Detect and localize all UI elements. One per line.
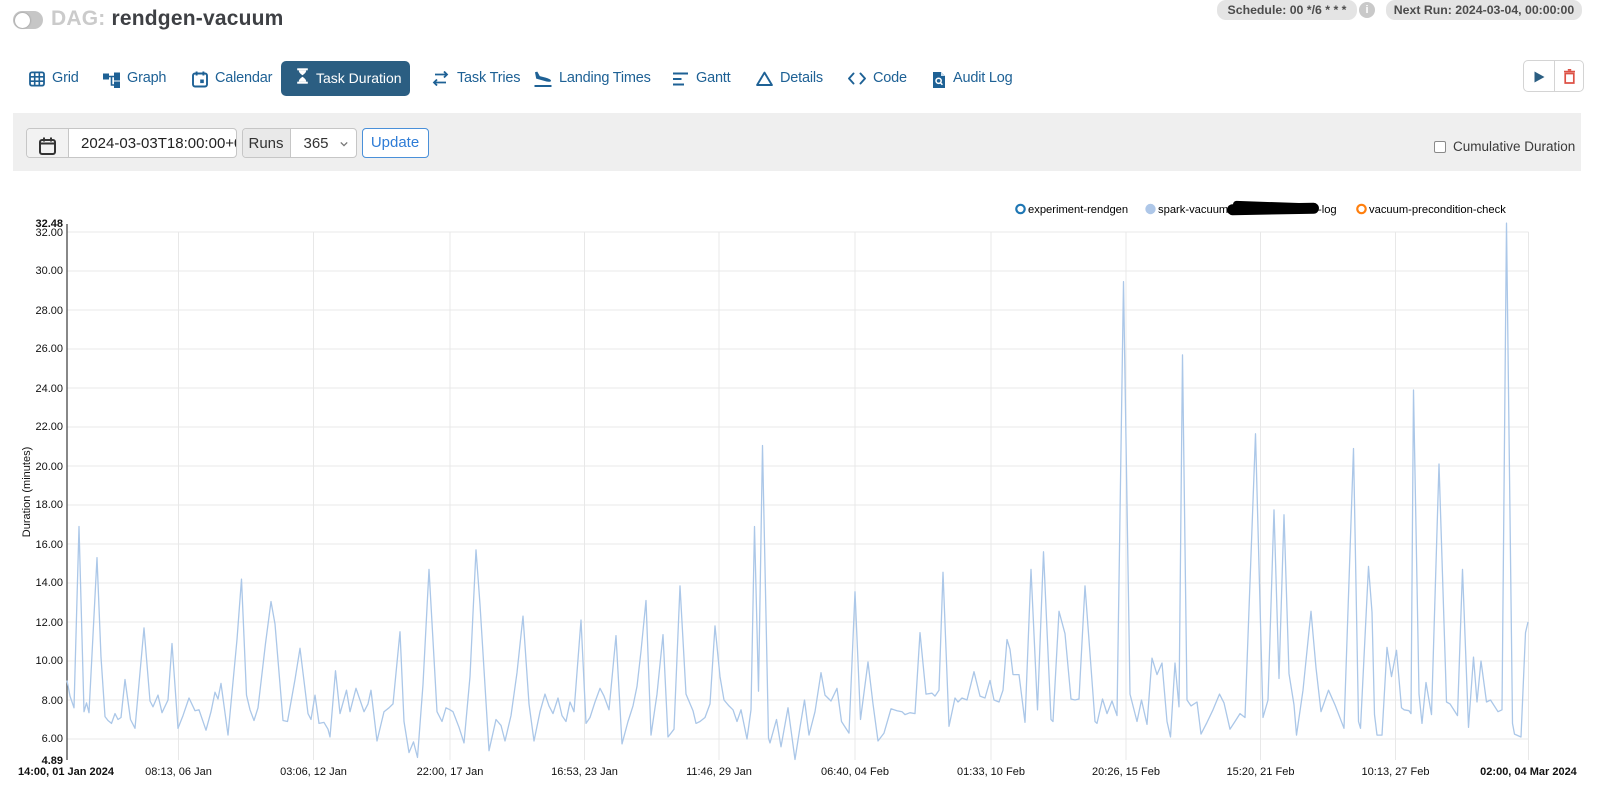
svg-text:20.00: 20.00 (35, 461, 63, 473)
svg-text:12.00: 12.00 (35, 617, 63, 629)
svg-text:20:26, 15 Feb: 20:26, 15 Feb (1092, 766, 1160, 778)
svg-text:03:06, 12 Jan: 03:06, 12 Jan (280, 766, 347, 778)
svg-text:10:13, 27 Feb: 10:13, 27 Feb (1362, 766, 1430, 778)
svg-text:22:00, 17 Jan: 22:00, 17 Jan (417, 766, 484, 778)
svg-text:14.00: 14.00 (35, 577, 63, 589)
svg-text:30.00: 30.00 (35, 265, 63, 277)
svg-text:26.00: 26.00 (35, 343, 63, 355)
svg-text:22.00: 22.00 (35, 421, 63, 433)
svg-text:vacuum-precondition-check: vacuum-precondition-check (1369, 204, 1506, 216)
svg-text:18.00: 18.00 (35, 499, 63, 511)
svg-text:experiment-rendgen: experiment-rendgen (1028, 204, 1128, 216)
svg-text:8.00: 8.00 (42, 695, 63, 707)
svg-text:08:13, 06 Jan: 08:13, 06 Jan (145, 766, 212, 778)
svg-text:14:00, 01 Jan 2024: 14:00, 01 Jan 2024 (18, 766, 115, 778)
svg-text:28.00: 28.00 (35, 305, 63, 317)
svg-text:Duration (minutes): Duration (minutes) (21, 447, 33, 537)
svg-text:02:00, 04 Mar 2024: 02:00, 04 Mar 2024 (1480, 766, 1578, 778)
svg-text:01:33, 10 Feb: 01:33, 10 Feb (957, 766, 1025, 778)
svg-text:10.00: 10.00 (35, 655, 63, 667)
svg-text:32.48: 32.48 (35, 218, 63, 230)
svg-text:06:40, 04 Feb: 06:40, 04 Feb (821, 766, 889, 778)
svg-text:32.00: 32.00 (35, 227, 63, 239)
svg-text:24.00: 24.00 (35, 383, 63, 395)
svg-text:6.00: 6.00 (42, 733, 63, 745)
svg-text:16.00: 16.00 (35, 539, 63, 551)
svg-text:-log: -log (1318, 204, 1337, 216)
svg-text:spark-vacuum-: spark-vacuum- (1158, 204, 1232, 216)
svg-text:11:46, 29 Jan: 11:46, 29 Jan (686, 766, 752, 778)
svg-text:16:53, 23 Jan: 16:53, 23 Jan (551, 766, 618, 778)
svg-text:15:20, 21 Feb: 15:20, 21 Feb (1227, 766, 1295, 778)
svg-text:4.89: 4.89 (42, 755, 63, 767)
